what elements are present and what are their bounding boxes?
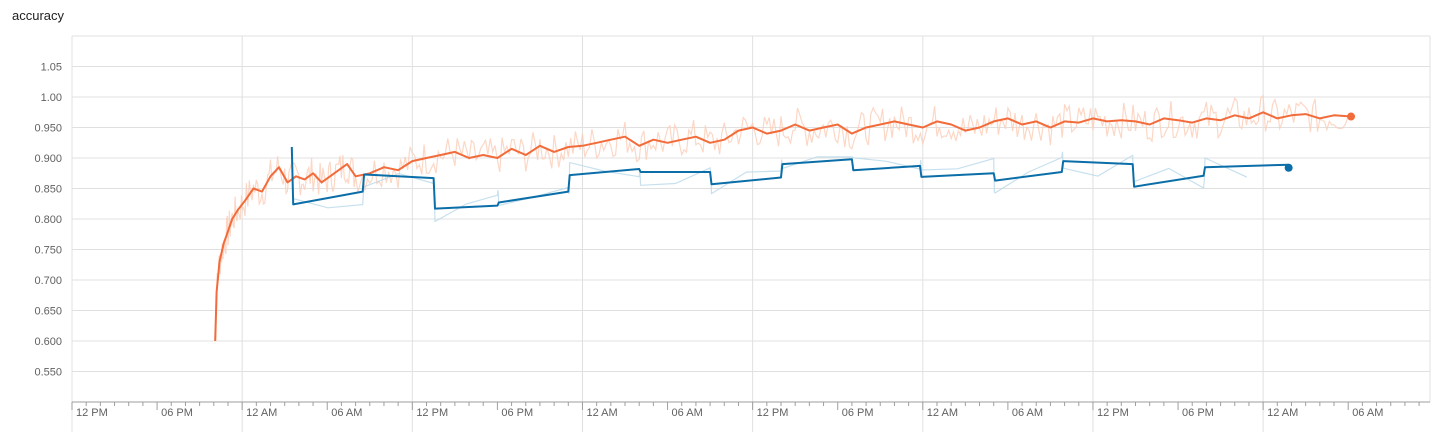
orange-raw-line: [214, 94, 1349, 342]
orange-series-line: [214, 111, 1352, 342]
y-tick-label: 0.900: [34, 153, 62, 165]
x-tick-label: 06 PM: [161, 407, 193, 419]
x-tick-label: 12 AM: [1267, 407, 1298, 419]
y-tick-label: 0.700: [34, 275, 62, 287]
y-tick-label: 1.05: [41, 62, 62, 74]
x-axis: 12 PM 06 PM 12 AM 06 AM 12 PM 06 PM 12 AM 06 AM…: [71, 401, 1430, 419]
x-tick-label: 12 AM: [927, 407, 958, 419]
y-tick-label: 0.800: [34, 214, 62, 226]
orange-end-marker[interactable]: [1347, 112, 1356, 121]
series-layer[interactable]: [214, 94, 1356, 342]
x-tick-label: 12 PM: [757, 407, 789, 419]
x-tick-label: 12 PM: [1097, 407, 1129, 419]
x-tick-label: 06 AM: [331, 407, 362, 419]
y-tick-label: 0.600: [34, 336, 62, 348]
x-tick-label: 06 AM: [672, 407, 703, 419]
x-tick-label: 06 AM: [1012, 407, 1043, 419]
grid-lines: [71, 35, 1431, 432]
x-tick-label: 06 PM: [1182, 407, 1214, 419]
blue-end-marker[interactable]: [1284, 163, 1293, 172]
x-tick-label: 12 PM: [416, 407, 448, 419]
x-tick-label: 12 AM: [586, 407, 617, 419]
y-tick-label: 0.850: [34, 184, 62, 196]
y-tick-label: 0.950: [34, 123, 62, 135]
blue-series-line: [290, 146, 1289, 210]
y-tick-label: 0.750: [34, 245, 62, 257]
x-tick-label: 12 PM: [76, 407, 108, 419]
x-tick-label: 06 AM: [1352, 407, 1383, 419]
x-tick-label: 06 PM: [842, 407, 874, 419]
x-tick-label: 12 AM: [246, 407, 277, 419]
y-tick-label: 1.00: [41, 92, 62, 104]
y-axis-ticks: 0.550 0.600 0.650 0.700 0.750 0.800 0.850 0.900…: [34, 62, 62, 379]
y-tick-label: 0.550: [34, 367, 62, 379]
chart-title: accuracy: [12, 8, 65, 23]
y-tick-label: 0.650: [34, 306, 62, 318]
x-tick-label: 06 PM: [501, 407, 533, 419]
